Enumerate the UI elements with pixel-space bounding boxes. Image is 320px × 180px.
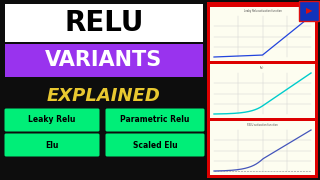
Text: Parametric Relu: Parametric Relu (120, 116, 190, 125)
FancyBboxPatch shape (299, 1, 319, 21)
Text: Leaky Relu: Leaky Relu (28, 116, 76, 125)
Text: Scaled Elu: Scaled Elu (133, 141, 177, 150)
Text: EXPLAINED: EXPLAINED (47, 87, 161, 105)
Text: ▶: ▶ (306, 6, 312, 15)
FancyBboxPatch shape (4, 109, 100, 132)
Text: Leaky Relu activation function: Leaky Relu activation function (244, 9, 281, 13)
FancyBboxPatch shape (5, 44, 203, 77)
Text: f(x): f(x) (260, 66, 265, 70)
Text: SELU activation function: SELU activation function (247, 123, 278, 127)
FancyBboxPatch shape (207, 2, 318, 178)
FancyBboxPatch shape (210, 64, 315, 118)
FancyBboxPatch shape (4, 134, 100, 156)
Text: RELU: RELU (64, 9, 144, 37)
FancyBboxPatch shape (5, 4, 203, 42)
FancyBboxPatch shape (210, 7, 315, 61)
FancyBboxPatch shape (106, 134, 204, 156)
Text: VARIANTS: VARIANTS (45, 50, 163, 70)
Text: Elu: Elu (45, 141, 59, 150)
FancyBboxPatch shape (106, 109, 204, 132)
FancyBboxPatch shape (210, 121, 315, 175)
